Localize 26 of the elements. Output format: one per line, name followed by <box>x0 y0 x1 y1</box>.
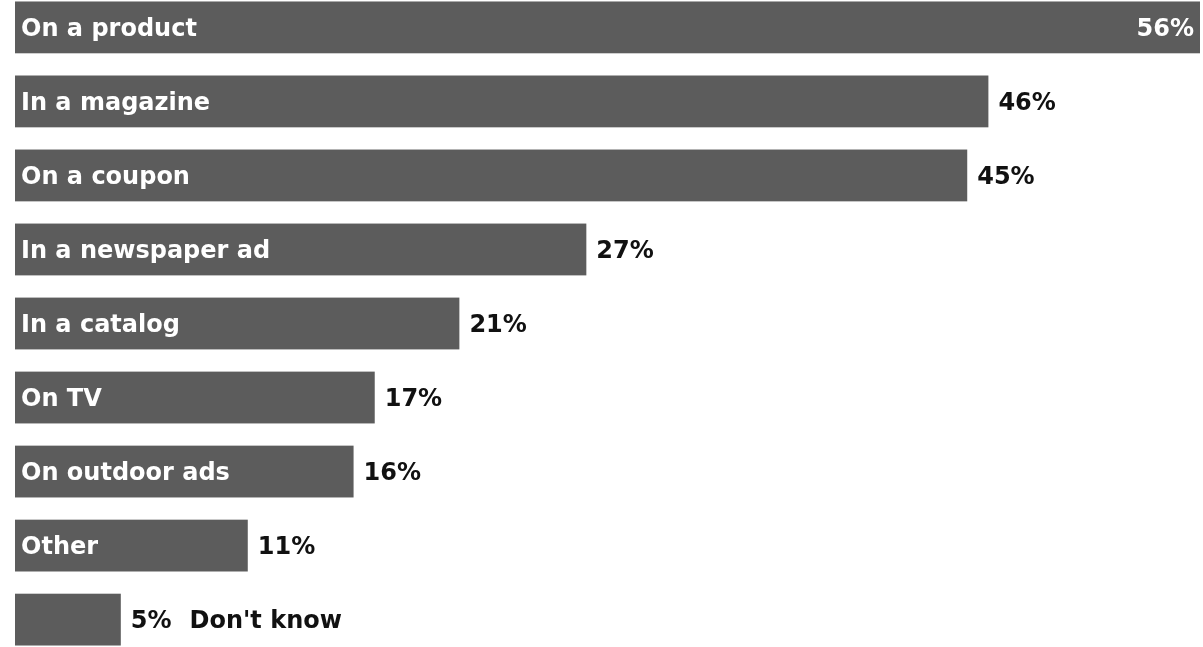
bar <box>15 75 989 128</box>
data-label: 56% <box>1136 13 1194 42</box>
bar <box>15 223 587 276</box>
data-label: 46% <box>998 87 1056 116</box>
y-tick-label: On outdoor ads <box>21 457 230 486</box>
y-tick-label: On a product <box>21 13 197 42</box>
y-tick-label: Other <box>21 531 99 560</box>
bar <box>15 149 968 202</box>
bar <box>15 1 1200 54</box>
data-label: 16% <box>363 457 422 486</box>
bar <box>15 593 121 646</box>
y-tick-label: In a magazine <box>21 87 211 116</box>
y-tick-label: On a coupon <box>21 161 190 190</box>
bar <box>15 519 248 572</box>
y-tick-label: Don't know <box>189 606 342 635</box>
y-tick-label: On TV <box>21 383 103 412</box>
data-label: 27% <box>596 235 654 264</box>
data-label: 5% <box>130 606 172 635</box>
data-label: 21% <box>469 309 527 338</box>
data-label: 17% <box>384 383 443 412</box>
data-label: 11% <box>257 531 316 560</box>
bar <box>15 297 460 350</box>
y-tick-label: In a catalog <box>21 309 180 338</box>
y-tick-label: In a newspaper ad <box>21 235 271 264</box>
data-label: 45% <box>977 161 1035 190</box>
bar <box>15 371 375 424</box>
